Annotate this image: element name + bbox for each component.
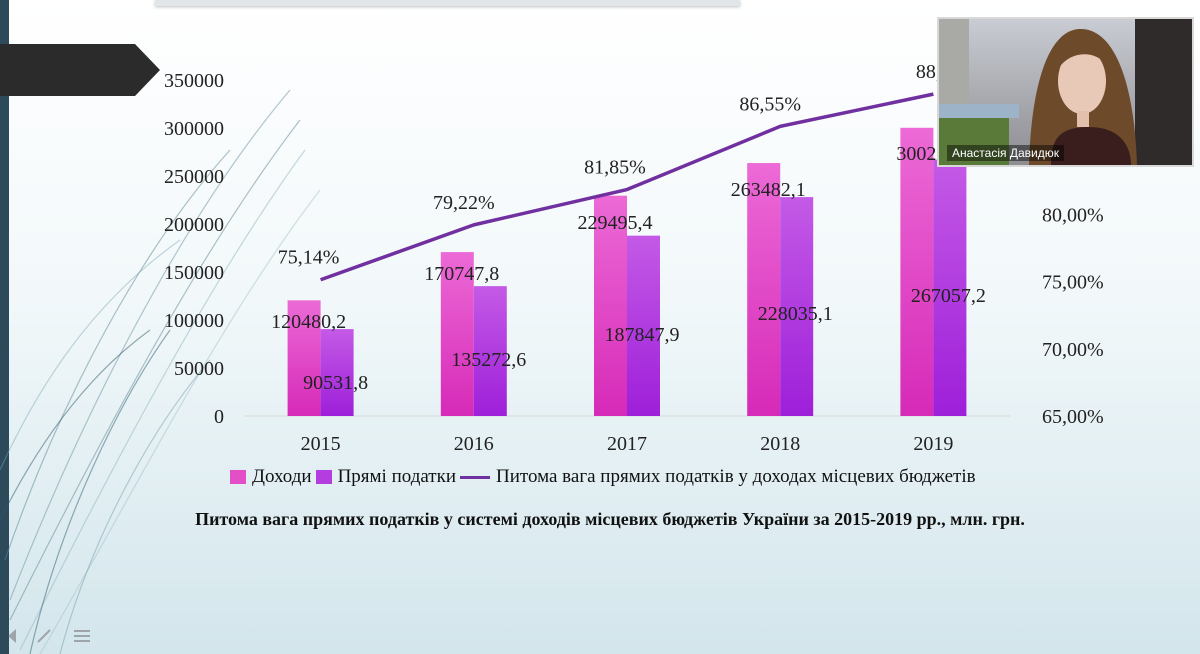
x-tick-label: 2016 xyxy=(454,433,494,455)
bar-income xyxy=(594,195,627,416)
legend-label-direct-taxes: Прямі податки xyxy=(337,466,457,487)
data-label-income: 263482,1 xyxy=(731,179,806,201)
menu-icon xyxy=(74,630,90,642)
y-right-tick-label: 65,00% xyxy=(1042,406,1104,428)
share-line xyxy=(320,92,934,282)
bar-direct-taxes xyxy=(780,197,814,416)
y-right-tick-label: 70,00% xyxy=(1042,339,1104,361)
legend-label-income: Доходи xyxy=(252,466,312,487)
data-label-direct-taxes: 228035,1 xyxy=(758,303,833,325)
bar-income xyxy=(287,300,321,416)
participant-name: Анастасія Давидюк xyxy=(947,145,1064,161)
y-left-tick-label: 100000 xyxy=(164,310,224,332)
data-label-income: 229495,4 xyxy=(578,212,653,234)
slide-caption: Питома вага прямих податків у системі до… xyxy=(195,509,1025,529)
data-label-direct-taxes: 267057,2 xyxy=(911,285,986,307)
bar-direct-taxes xyxy=(627,235,660,416)
data-label-income: 30022 xyxy=(896,143,946,165)
x-tick-label: 2017 xyxy=(607,433,647,455)
data-label-direct-taxes: 135272,6 xyxy=(451,349,526,371)
bar-direct-taxes xyxy=(473,286,507,416)
chart-legend: Доходи Прямі податки Питома вага прямих … xyxy=(230,466,980,488)
legend-swatch-direct-taxes xyxy=(315,470,332,484)
slide-left-bar xyxy=(0,0,9,654)
data-label-share: 79,22% xyxy=(433,192,495,214)
legend-swatch-share xyxy=(460,475,491,479)
data-label-income: 170747,8 xyxy=(424,263,499,285)
participant-video xyxy=(939,19,1192,165)
legend-swatch-income xyxy=(230,470,246,484)
y-left-tick-label: 50000 xyxy=(174,358,224,380)
legend-item-income: Доходи xyxy=(230,466,312,488)
data-label-share: 86,55% xyxy=(739,93,801,115)
x-tick-label: 2015 xyxy=(301,433,341,455)
bar-direct-taxes xyxy=(320,329,354,416)
legend-item-share: Питома вага прямих податків у доходах мі… xyxy=(460,466,976,488)
slideshow-controls[interactable] xyxy=(4,624,114,648)
data-label-income: 120480,2 xyxy=(271,311,346,333)
y-right-tick-label: 80,00% xyxy=(1042,204,1104,226)
data-label-direct-taxes: 90531,8 xyxy=(303,372,368,394)
data-label-direct-taxes: 187847,9 xyxy=(605,324,680,346)
y-left-tick-label: 250000 xyxy=(164,166,224,188)
data-label-share: 75,14% xyxy=(278,247,340,269)
bar-direct-taxes xyxy=(933,159,967,416)
data-label-share: 81,85% xyxy=(584,157,646,179)
y-right-tick-label: 75,00% xyxy=(1042,272,1104,294)
x-tick-label: 2019 xyxy=(913,433,953,455)
bar-income xyxy=(900,127,934,416)
y-left-tick-label: 0 xyxy=(214,406,224,428)
legend-label-share: Питома вага прямих податків у доходах мі… xyxy=(496,466,976,487)
y-left-tick-label: 150000 xyxy=(164,262,224,284)
slide-arrow-tag xyxy=(0,44,160,96)
previous-slide-icon xyxy=(8,629,16,643)
bar-income xyxy=(747,163,781,416)
pen-icon xyxy=(37,629,51,643)
bar-income xyxy=(440,252,474,416)
y-left-tick-label: 200000 xyxy=(164,214,224,236)
x-tick-label: 2018 xyxy=(760,433,800,455)
slide-top-banner xyxy=(155,0,740,6)
webcam-video-tile[interactable]: Анастасія Давидюк xyxy=(937,17,1194,167)
y-left-tick-label: 350000 xyxy=(164,70,224,92)
y-left-tick-label: 300000 xyxy=(164,118,224,140)
legend-item-direct-taxes: Прямі податки xyxy=(315,466,457,488)
